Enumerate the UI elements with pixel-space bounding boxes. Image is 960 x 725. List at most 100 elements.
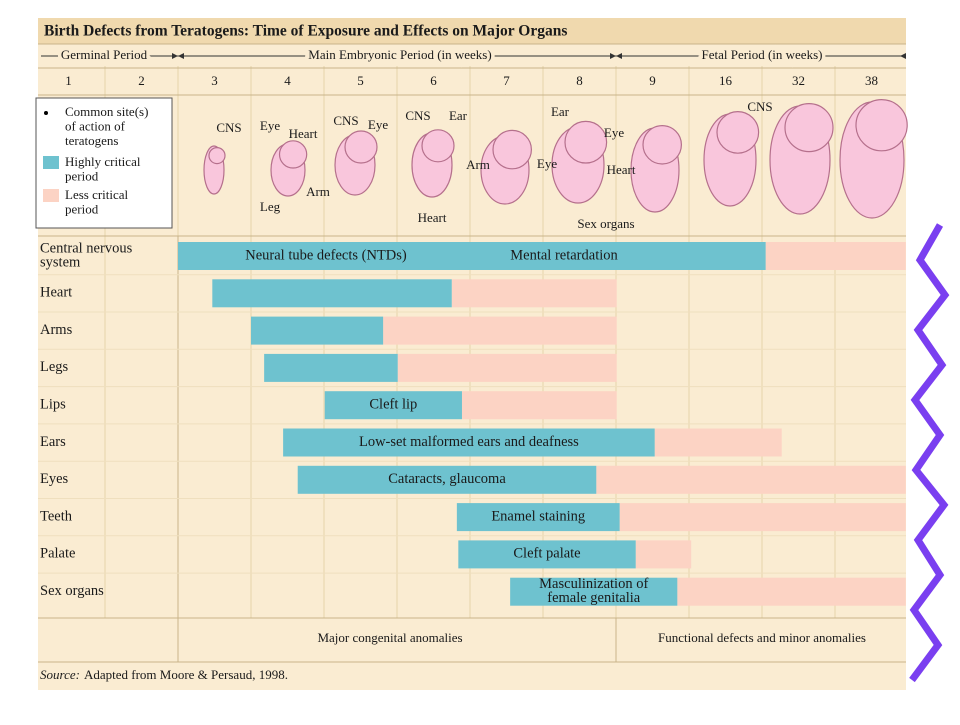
embryo-head <box>344 130 378 164</box>
critical-bar <box>324 391 462 420</box>
source-prefix: Source: <box>40 667 80 682</box>
period-arrow <box>172 53 178 59</box>
defect-label: Mental retardation <box>510 247 618 263</box>
less-critical-bar <box>596 465 906 494</box>
embryo-label: Heart <box>418 210 447 225</box>
less-critical-bar <box>383 316 617 345</box>
less-critical-bar <box>677 577 906 606</box>
defect-label: Enamel staining <box>491 508 585 524</box>
title: Birth Defects from Teratogens: Time of E… <box>44 23 567 40</box>
week-label: 3 <box>211 73 218 88</box>
critical-bar <box>178 242 766 270</box>
legend-swatch <box>43 189 59 202</box>
week-label: 4 <box>284 73 291 88</box>
embryo-label: Eye <box>260 118 280 133</box>
embryo-head <box>784 102 834 153</box>
embryo-label: Ear <box>551 104 570 119</box>
embryo-label: Sex organs <box>577 216 634 231</box>
critical-bar <box>510 577 678 606</box>
week-label: 38 <box>865 73 878 88</box>
organ-label: Eyes <box>40 471 69 487</box>
period-arrow <box>616 53 622 59</box>
critical-bar <box>212 279 452 308</box>
embryo-head <box>564 120 608 164</box>
defect-label: Cataracts, glaucoma <box>388 471 506 487</box>
period-label: Fetal Period (in weeks) <box>702 47 823 62</box>
embryo-label: Arm <box>306 184 330 199</box>
week-label: 16 <box>719 73 733 88</box>
week-label: 5 <box>357 73 364 88</box>
organ-label: Heart <box>40 285 72 301</box>
period-arrow <box>178 53 184 59</box>
embryo-label: Arm <box>466 157 490 172</box>
legend-text: Common site(s) <box>65 104 148 119</box>
legend-text: Less critical <box>65 187 129 202</box>
week-label: 7 <box>503 73 510 88</box>
critical-bar <box>458 540 636 569</box>
less-critical-bar <box>451 279 617 308</box>
legend-text: period <box>65 168 99 183</box>
embryo-head <box>716 110 760 154</box>
embryo-head <box>642 125 683 165</box>
organ-label: system <box>40 254 81 270</box>
critical-bar <box>456 503 620 532</box>
critical-bar <box>264 353 398 382</box>
organ-label: Palate <box>40 546 75 562</box>
less-critical-bar <box>654 428 782 457</box>
week-label: 6 <box>430 73 437 88</box>
footer-text: Major congenital anomalies <box>317 630 462 645</box>
defect-label: Masculinization of <box>539 576 648 592</box>
embryo-head <box>278 140 308 169</box>
legend-text: period <box>65 201 99 216</box>
embryo-label: CNS <box>216 120 241 135</box>
defect-label: Cleft lip <box>369 397 417 413</box>
organ-label: Ears <box>40 434 66 450</box>
embryo-label: CNS <box>405 108 430 123</box>
defect-label: Low-set malformed ears and deafness <box>359 434 579 450</box>
decoration <box>909 223 950 683</box>
embryo-label: Heart <box>289 126 318 141</box>
less-critical-bar <box>635 540 692 569</box>
defect-label: Cleft palate <box>513 546 580 562</box>
embryo-label: Eye <box>604 125 624 140</box>
period-arrow <box>900 53 906 59</box>
title-band <box>38 18 906 44</box>
period-label: Main Embryonic Period (in weeks) <box>308 47 491 62</box>
less-critical-bar <box>765 242 906 270</box>
legend-text: Highly critical <box>65 154 141 169</box>
week-label: 9 <box>649 73 656 88</box>
week-label: 32 <box>792 73 805 88</box>
critical-bar <box>283 428 655 457</box>
embryo-label: Ear <box>449 108 468 123</box>
less-critical-bar <box>619 503 906 532</box>
less-critical-bar <box>397 353 617 382</box>
embryo-label: Heart <box>607 162 636 177</box>
legend-dot <box>44 111 48 115</box>
footer-text: Functional defects and minor anomalies <box>658 630 866 645</box>
embryo-label: Eye <box>537 156 557 171</box>
organ-label: Lips <box>40 397 66 413</box>
week-label: 2 <box>138 73 145 88</box>
embryo-head <box>421 129 455 163</box>
embryo-head <box>855 98 908 152</box>
organ-label: Legs <box>40 359 69 375</box>
defect-label: female genitalia <box>547 590 641 606</box>
embryo-head <box>208 147 226 165</box>
period-label: Germinal Period <box>61 47 148 62</box>
embryo-label: Leg <box>260 199 281 214</box>
organ-label: Teeth <box>40 508 73 524</box>
defect-label: Neural tube defects (NTDs) <box>245 247 407 263</box>
critical-bar <box>251 316 384 345</box>
less-critical-bar <box>461 391 617 420</box>
source-text: Source: Adapted from Moore & Persaud, 199… <box>40 667 288 682</box>
organ-label: Sex organs <box>40 583 104 599</box>
organ-label: Arms <box>40 322 73 338</box>
critical-bar <box>297 465 597 494</box>
embryo-label: CNS <box>747 99 772 114</box>
period-arrow <box>610 53 616 59</box>
week-label: 1 <box>65 73 72 88</box>
legend-text: of action of <box>65 118 126 133</box>
embryo-label: Eye <box>368 117 388 132</box>
